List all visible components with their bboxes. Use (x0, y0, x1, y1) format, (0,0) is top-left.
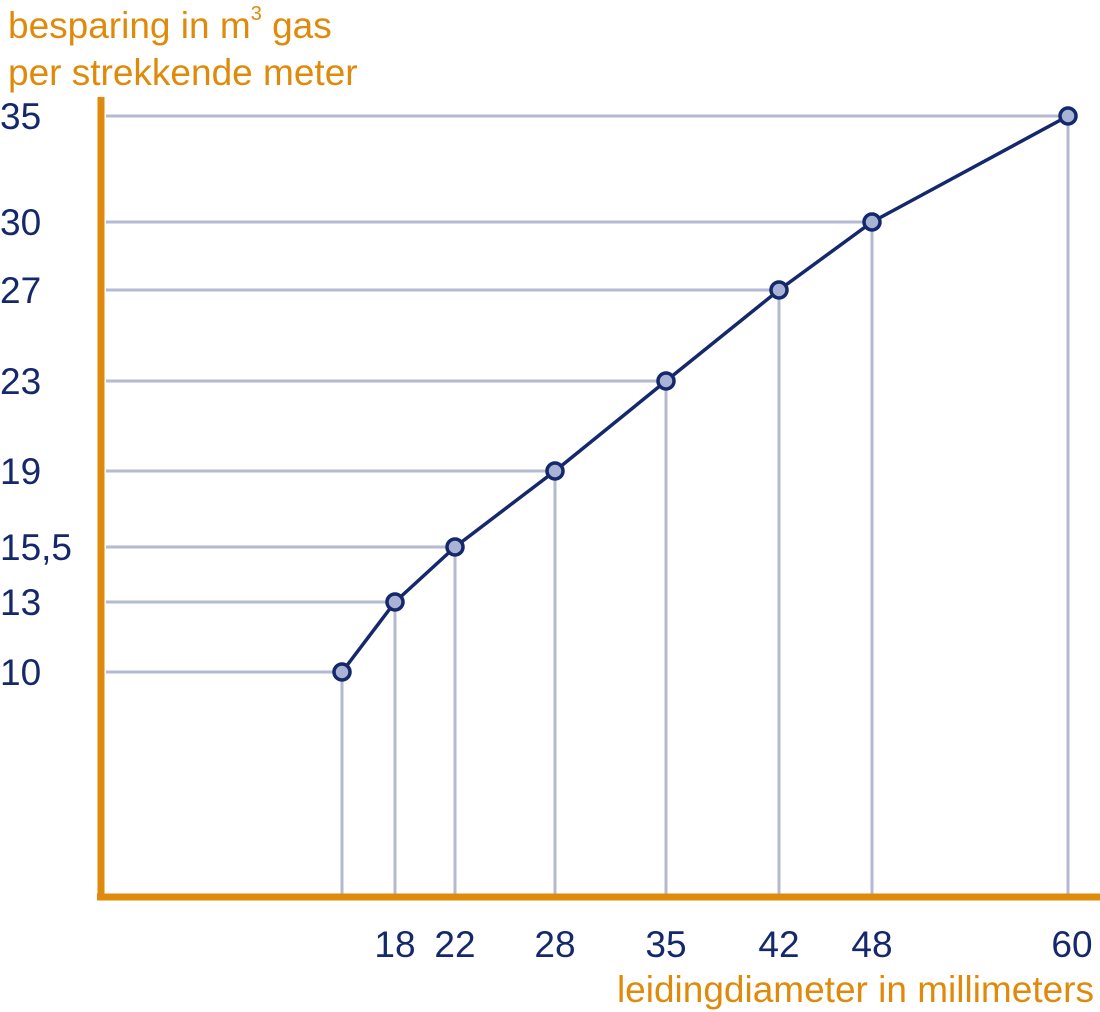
y-tick-label-4: 23 (0, 361, 42, 402)
y-axis-label-line-2: per strekkende meter (8, 52, 358, 93)
x-axis-label: leidingdiameter in millimeters (616, 969, 1094, 1010)
y-tick-label-3: 19 (0, 451, 42, 492)
data-line (340, 114, 1069, 674)
x-tick-label-6: 60 (1051, 924, 1093, 965)
data-point-2 (445, 537, 465, 557)
x-tick-label-0: 18 (374, 924, 416, 965)
y-tick-label-0: 10 (0, 652, 42, 693)
x-tick-label-3: 35 (645, 924, 687, 965)
x-tick-label-4: 42 (758, 924, 800, 965)
data-point-4 (656, 371, 676, 391)
data-point-7 (1058, 106, 1078, 126)
data-point-0 (332, 662, 352, 682)
y-tick-label-7: 35 (0, 96, 42, 137)
y-axis-label-line-1: besparing in m3 gas (8, 3, 332, 46)
data-point-3 (545, 461, 565, 481)
x-tick-label-5: 48 (851, 924, 893, 965)
data-points (332, 106, 1078, 682)
guide-lines (106, 114, 1070, 894)
y-tick-label-5: 27 (0, 270, 42, 311)
axes (97, 97, 1100, 901)
y-tick-label-1: 13 (0, 582, 42, 623)
x-tick-label-1: 22 (434, 924, 476, 965)
data-point-5 (769, 280, 789, 300)
x-tick-label-2: 28 (534, 924, 576, 965)
series-line (340, 114, 1069, 674)
data-point-6 (862, 212, 882, 232)
y-tick-label-2: 15,5 (0, 527, 73, 568)
data-point-1 (385, 592, 405, 612)
y-tick-label-6: 30 (0, 202, 42, 243)
